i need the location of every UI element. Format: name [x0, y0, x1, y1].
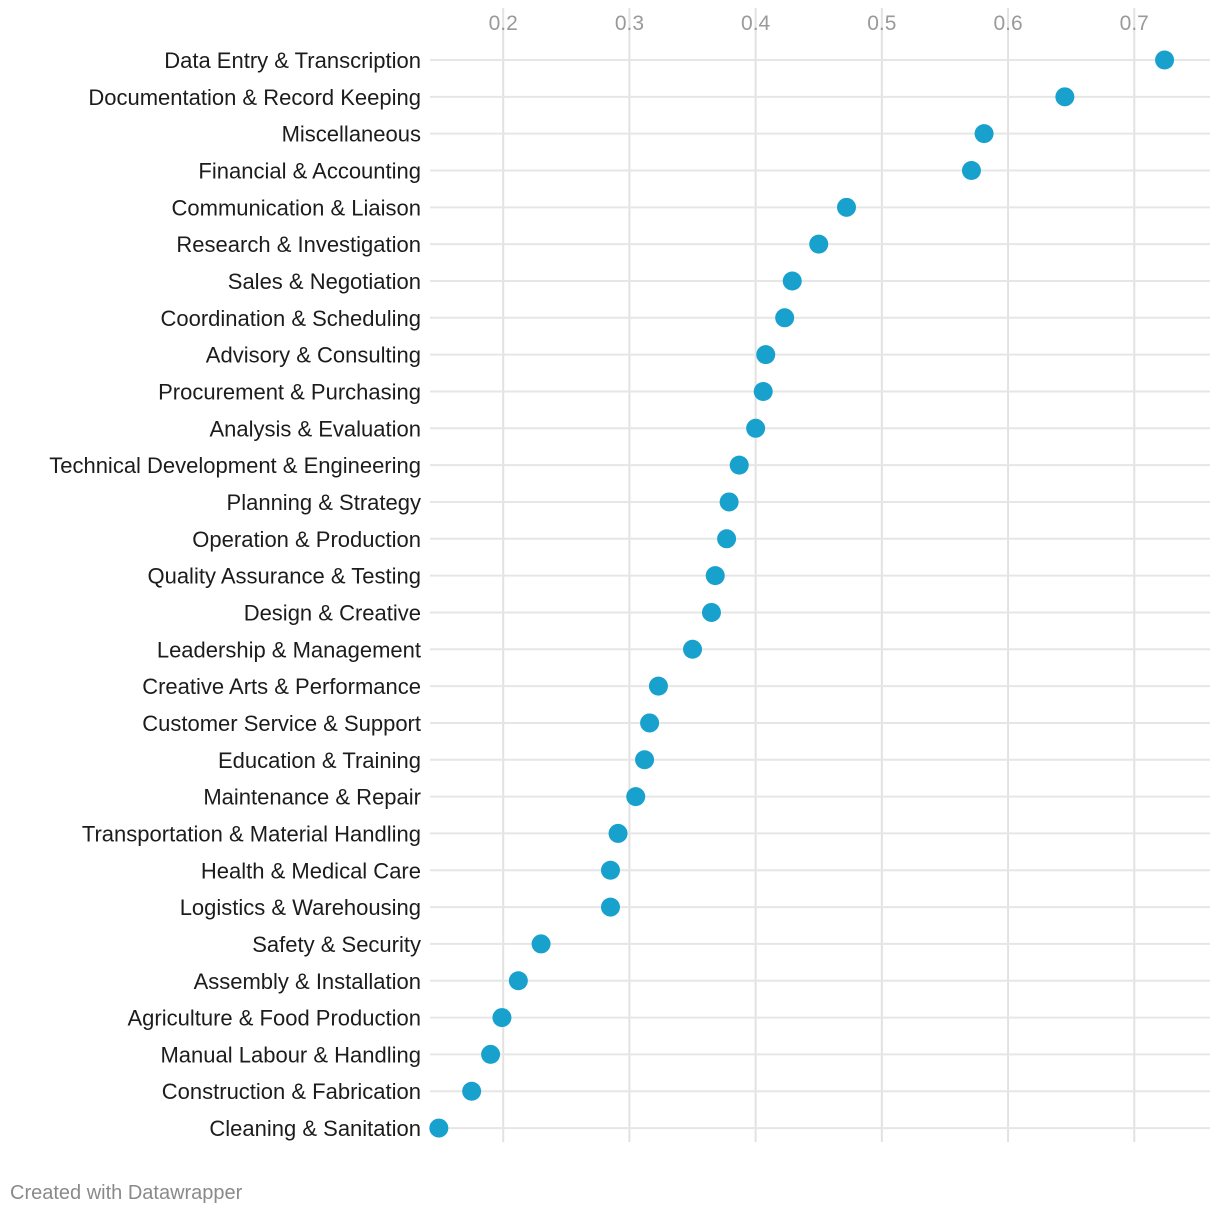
category-label: Documentation & Record Keeping: [88, 85, 421, 110]
data-point[interactable]: [974, 124, 994, 144]
category-label: Planning & Strategy: [227, 490, 421, 515]
data-point[interactable]: [961, 160, 981, 180]
data-point[interactable]: [626, 787, 646, 807]
category-label: Construction & Fabrication: [162, 1079, 421, 1104]
data-point[interactable]: [756, 345, 776, 365]
category-label: Research & Investigation: [176, 232, 421, 257]
data-point[interactable]: [782, 271, 802, 291]
data-point[interactable]: [600, 860, 620, 880]
data-point[interactable]: [809, 234, 829, 254]
category-label: Cleaning & Sanitation: [209, 1116, 421, 1141]
x-tick-label: 0.4: [741, 12, 771, 35]
category-label: Agriculture & Food Production: [128, 1006, 422, 1031]
data-point[interactable]: [635, 750, 655, 770]
data-point[interactable]: [701, 602, 721, 622]
data-point[interactable]: [492, 1008, 512, 1028]
category-label: Coordination & Scheduling: [160, 306, 421, 331]
category-label: Sales & Negotiation: [228, 269, 421, 294]
category-label: Communication & Liaison: [172, 195, 421, 220]
x-tick-label: 0.5: [867, 12, 896, 35]
category-label: Logistics & Warehousing: [180, 895, 421, 920]
data-point[interactable]: [746, 418, 766, 438]
x-axis-tick-labels: 0.2 0.3 0.4 0.5 0.6 0.7: [489, 12, 1149, 35]
data-point[interactable]: [600, 897, 620, 917]
category-label: Financial & Accounting: [198, 158, 421, 183]
category-label: Quality Assurance & Testing: [147, 564, 421, 589]
category-label: Manual Labour & Handling: [160, 1042, 421, 1067]
category-label: Operation & Production: [192, 527, 421, 552]
data-point[interactable]: [717, 529, 737, 549]
datawrapper-credit[interactable]: Created with Datawrapper: [10, 1182, 243, 1204]
category-label: Transportation & Material Handling: [82, 821, 421, 846]
data-points: [429, 50, 1175, 1138]
category-label: Leadership & Management: [157, 637, 421, 662]
category-label: Assembly & Installation: [194, 969, 421, 994]
category-label: Safety & Security: [252, 932, 421, 957]
data-point[interactable]: [837, 197, 857, 217]
x-tick-label: 0.2: [489, 12, 518, 35]
category-label: Analysis & Evaluation: [209, 416, 421, 441]
data-point[interactable]: [462, 1081, 482, 1101]
data-point[interactable]: [508, 971, 528, 991]
category-label: Advisory & Consulting: [206, 343, 421, 368]
x-tick-label: 0.3: [615, 12, 644, 35]
x-tick-label: 0.7: [1120, 12, 1149, 35]
x-tick-label: 0.6: [993, 12, 1022, 35]
category-labels: Data Entry & Transcription Documentation …: [49, 48, 421, 1141]
data-point[interactable]: [608, 823, 628, 843]
data-point[interactable]: [775, 308, 795, 328]
category-label: Health & Medical Care: [201, 858, 421, 883]
data-point[interactable]: [481, 1044, 501, 1064]
data-point[interactable]: [753, 381, 773, 401]
category-label: Procurement & Purchasing: [158, 379, 421, 404]
data-point[interactable]: [719, 492, 739, 512]
data-point[interactable]: [531, 934, 551, 954]
category-label: Technical Development & Engineering: [49, 453, 421, 478]
category-label: Creative Arts & Performance: [142, 674, 421, 699]
row-gridlines: [430, 59, 1210, 1130]
data-point[interactable]: [729, 455, 749, 475]
data-point[interactable]: [429, 1118, 449, 1138]
data-point[interactable]: [683, 639, 703, 659]
data-point[interactable]: [1055, 87, 1075, 107]
category-label: Customer Service & Support: [142, 711, 421, 736]
data-point[interactable]: [648, 676, 668, 696]
category-label: Miscellaneous: [282, 122, 421, 147]
category-label: Data Entry & Transcription: [164, 48, 421, 73]
data-point[interactable]: [705, 566, 725, 586]
category-label: Education & Training: [218, 748, 421, 773]
category-label: Maintenance & Repair: [203, 785, 421, 810]
category-label: Design & Creative: [244, 600, 421, 625]
data-point[interactable]: [1155, 50, 1175, 70]
data-point[interactable]: [640, 713, 660, 733]
